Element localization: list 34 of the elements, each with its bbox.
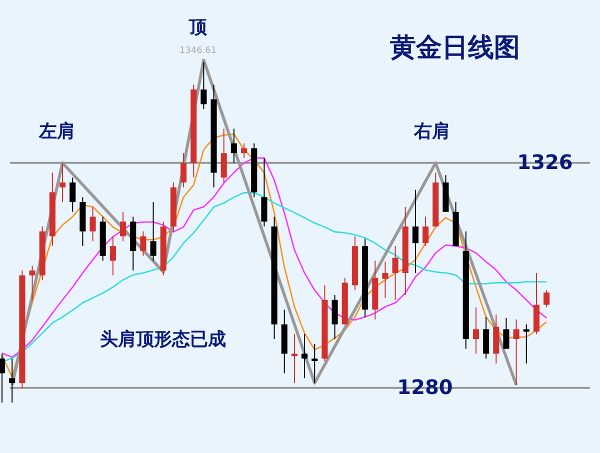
candlestick — [110, 236, 116, 276]
candlestick — [291, 334, 298, 384]
candlestick — [503, 317, 510, 350]
candlestick — [523, 324, 530, 364]
candlestick — [9, 358, 16, 404]
candlestick — [513, 318, 520, 386]
candlestick — [140, 230, 146, 256]
candlestick — [180, 152, 187, 188]
candlestick — [29, 265, 36, 300]
candlestick — [412, 189, 418, 274]
annotation: 顶 — [188, 17, 208, 38]
candlestick — [0, 353, 6, 404]
annotation: 头肩顶形态已成 — [100, 329, 226, 350]
candlestick — [422, 216, 429, 247]
candlestick — [59, 162, 66, 203]
candlestick — [382, 261, 388, 298]
candlestick — [392, 246, 398, 300]
candlestick — [230, 128, 237, 164]
candlestick — [544, 290, 550, 308]
annotation: 左肩 — [38, 121, 75, 142]
candlestick — [200, 62, 207, 110]
candlestick — [241, 142, 248, 159]
candlestick — [70, 177, 76, 212]
ref-line-label: 1326 — [517, 150, 573, 174]
text: 黄金日线图 — [389, 33, 520, 63]
ref-line-label: 1280 — [397, 374, 453, 399]
candlestick — [302, 334, 308, 379]
candlestick — [150, 202, 156, 262]
candlestick — [120, 211, 126, 242]
annotation: 右肩 — [413, 121, 450, 142]
candlestick — [312, 343, 318, 384]
candlestick — [90, 206, 96, 242]
annotation: 1346.61 — [179, 46, 217, 56]
candlestick — [472, 306, 479, 354]
